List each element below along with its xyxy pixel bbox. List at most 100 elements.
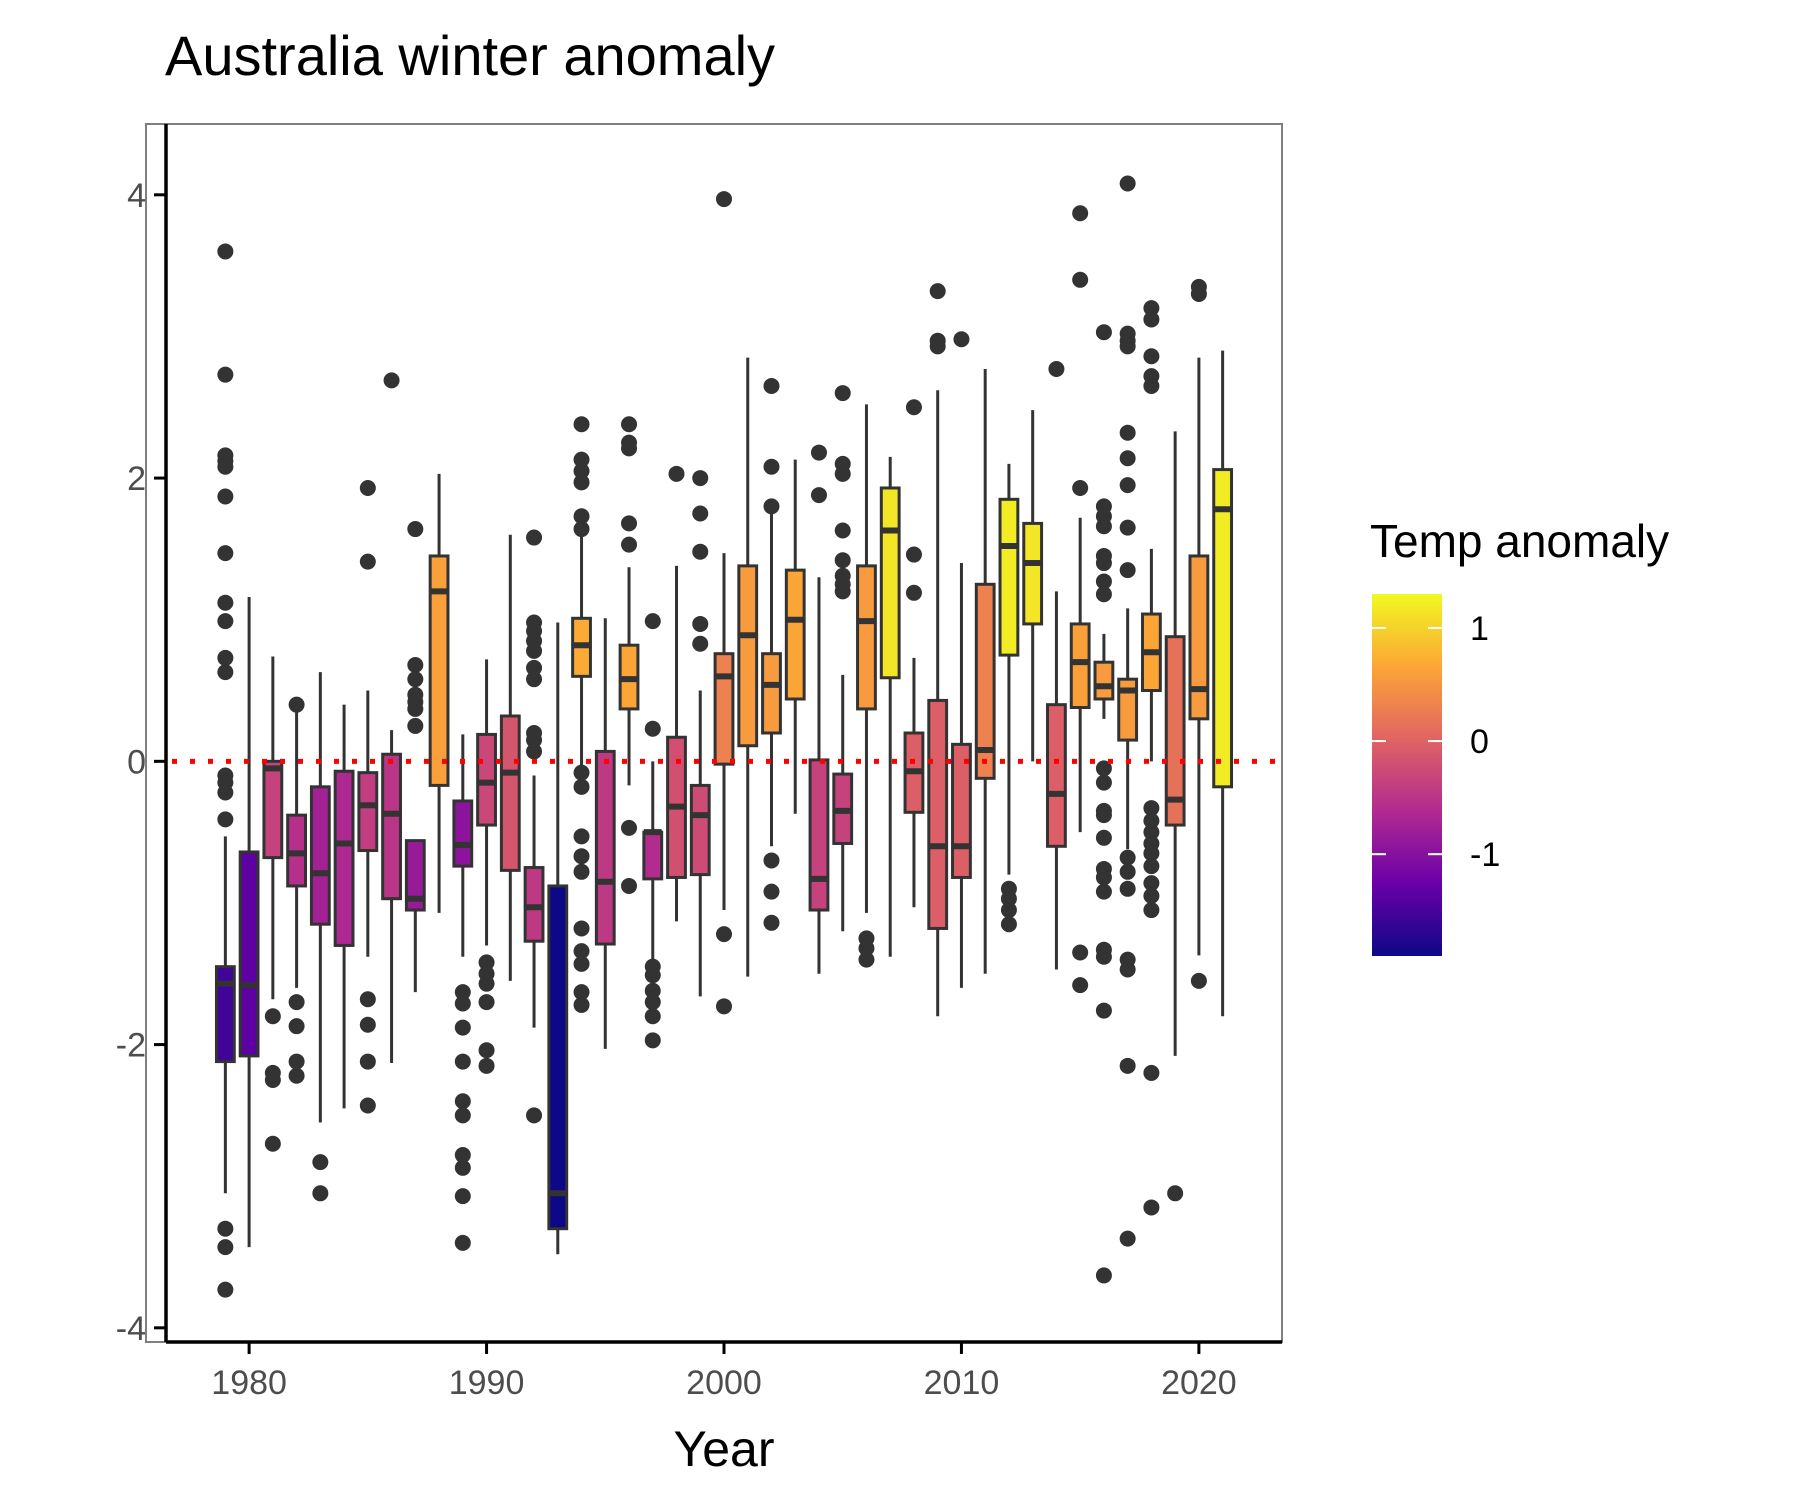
box-body-1984 xyxy=(333,769,355,947)
outlier-2016-9 xyxy=(1095,774,1112,791)
outlier-1979-5 xyxy=(217,488,234,505)
box-body-1981 xyxy=(262,759,284,860)
outlier-2017-10 xyxy=(1119,863,1136,880)
outlier-1994-8 xyxy=(573,828,590,845)
box-body-2007 xyxy=(879,486,901,680)
outlier-1979-16 xyxy=(217,1239,234,1256)
outlier-2015-3 xyxy=(1072,944,1089,961)
outlier-2017-0 xyxy=(1119,175,1136,192)
box-body-2009 xyxy=(927,698,949,930)
box-2008 xyxy=(903,399,925,908)
box-2004 xyxy=(808,444,830,974)
outlier-2016-3 xyxy=(1095,518,1112,535)
outlier-1985-4 xyxy=(359,1053,376,1070)
box-body-1997 xyxy=(642,830,664,881)
outlier-1999-2 xyxy=(692,543,709,560)
outlier-1990-5 xyxy=(478,1057,495,1074)
outlier-2016-19 xyxy=(1095,1267,1112,1284)
outlier-2014-0 xyxy=(1048,361,1065,378)
outlier-2002-4 xyxy=(763,883,780,900)
box-1996 xyxy=(618,416,640,894)
outlier-2016-14 xyxy=(1095,869,1112,886)
outlier-2017-9 xyxy=(1119,849,1136,866)
outlier-2000-1 xyxy=(716,926,732,943)
box-2003 xyxy=(784,459,806,814)
outlier-2016-8 xyxy=(1095,760,1112,777)
x-axis-ticks: 1980 1990 2000 2010 2020 xyxy=(211,1342,1237,1402)
outlier-2015-1 xyxy=(1072,271,1089,288)
outlier-1994-15 xyxy=(573,996,590,1013)
legend-label-1: 0 xyxy=(1470,723,1489,761)
outlier-1981-3 xyxy=(264,1135,281,1152)
outlier-1987-5 xyxy=(407,700,424,717)
box-2009 xyxy=(927,283,949,1017)
outlier-1983-1 xyxy=(312,1185,329,1202)
box-1998 xyxy=(666,465,687,922)
box-2002 xyxy=(761,378,782,931)
outlier-2008-0 xyxy=(905,399,922,416)
box-body-2014 xyxy=(1046,703,1067,848)
outlier-1979-8 xyxy=(217,613,234,630)
outlier-1983-0 xyxy=(312,1154,329,1171)
x-tick-label-1: 1990 xyxy=(449,1364,525,1402)
box-2018 xyxy=(1141,300,1162,1216)
legend-colorbar xyxy=(1372,594,1442,956)
box-body-2013 xyxy=(1022,521,1044,626)
outlier-2017-5 xyxy=(1119,450,1136,467)
outlier-1992-6 xyxy=(526,671,543,688)
outlier-1990-4 xyxy=(478,1042,495,1059)
box-body-1986 xyxy=(381,752,402,901)
box-1979 xyxy=(214,243,236,1298)
outlier-2020-2 xyxy=(1190,972,1207,989)
outlier-1994-3 xyxy=(573,474,590,491)
y-axis-ticks: 4 2 0 -2 -4 xyxy=(116,177,166,1348)
outlier-2016-11 xyxy=(1095,807,1112,824)
outlier-1999-3 xyxy=(692,615,709,632)
box-body-2017 xyxy=(1117,677,1139,742)
outlier-1985-0 xyxy=(359,479,376,496)
outlier-1981-2 xyxy=(264,1071,281,1088)
outlier-2006-2 xyxy=(858,951,875,968)
outlier-1992-9 xyxy=(526,743,543,760)
outlier-2017-8 xyxy=(1119,562,1136,579)
outlier-1990-0 xyxy=(478,954,495,971)
outlier-1985-3 xyxy=(359,1016,376,1033)
y-tick-label-3: -2 xyxy=(116,1027,146,1065)
box-body-2004 xyxy=(808,758,830,912)
outlier-2012-3 xyxy=(1000,916,1017,933)
outlier-1994-12 xyxy=(573,943,590,960)
outlier-2018-13 xyxy=(1143,902,1160,919)
box-body-1995 xyxy=(594,749,616,946)
box-2012 xyxy=(998,463,1020,933)
outlier-2017-13 xyxy=(1119,961,1136,978)
outlier-1987-6 xyxy=(407,717,424,734)
outlier-2018-14 xyxy=(1143,1064,1160,1081)
outlier-1996-5 xyxy=(621,819,638,836)
outlier-1982-3 xyxy=(288,1053,305,1070)
outlier-1979-7 xyxy=(217,594,234,611)
box-1999 xyxy=(689,470,711,997)
outlier-2018-4 xyxy=(1143,378,1160,395)
outlier-2018-11 xyxy=(1143,875,1160,892)
outlier-1994-6 xyxy=(573,764,590,781)
outlier-1994-4 xyxy=(573,508,590,525)
outlier-1999-1 xyxy=(692,505,709,522)
outlier-1985-1 xyxy=(359,553,376,570)
box-body-2015 xyxy=(1069,622,1091,710)
outlier-2012-1 xyxy=(1000,890,1017,907)
outlier-1979-10 xyxy=(217,664,234,681)
x-axis-title: Year xyxy=(673,1421,774,1477)
box-body-2011 xyxy=(974,582,996,780)
outlier-1985-5 xyxy=(359,1097,376,1114)
outlier-1982-4 xyxy=(288,1067,305,1084)
outlier-2006-1 xyxy=(858,940,875,957)
outlier-1992-10 xyxy=(526,1107,543,1124)
box-body-2000 xyxy=(713,652,735,766)
box-2015 xyxy=(1069,205,1091,994)
box-body-2019 xyxy=(1164,635,1186,827)
box-body-1987 xyxy=(404,839,426,912)
outlier-1996-2 xyxy=(621,440,638,457)
y-tick-label-4: -4 xyxy=(116,1310,146,1348)
outlier-2005-3 xyxy=(834,522,851,539)
